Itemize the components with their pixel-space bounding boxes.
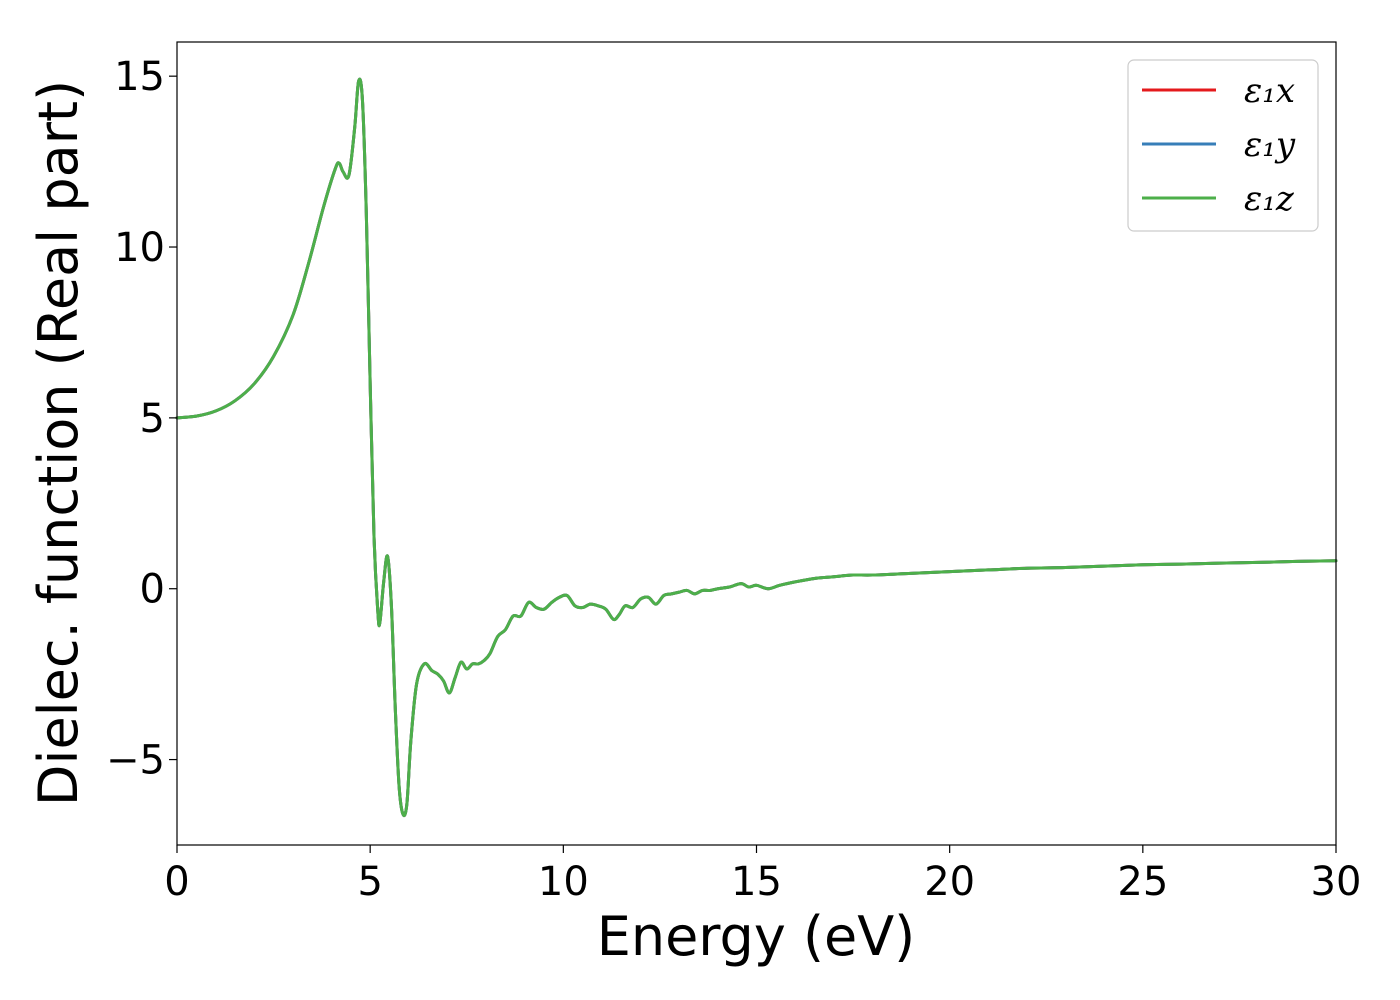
series-line-3: [175, 77, 1338, 818]
x-tick-label: 10: [538, 859, 589, 905]
y-tick-label: 0: [140, 567, 165, 613]
legend-label: ε₁y: [1244, 125, 1296, 165]
y-tick-label: −5: [106, 738, 165, 784]
y-tick-label: 5: [140, 396, 165, 442]
legend: ε₁x ε₁y ε₁z: [1127, 59, 1319, 232]
legend-label: ε₁x: [1244, 71, 1295, 111]
y-axis-ticks: −5 0 5 10 15: [106, 54, 177, 784]
legend-label: ε₁z: [1244, 179, 1295, 219]
legend-frame: [1127, 59, 1319, 232]
y-tick-label: 10: [114, 225, 165, 271]
x-tick-label: 30: [1311, 859, 1362, 905]
x-axis-ticks: 0 5 10 15 20 25 30: [164, 845, 1361, 905]
x-tick-label: 0: [164, 859, 189, 905]
y-tick-label: 15: [114, 54, 165, 100]
x-axis-label: Energy (eV): [597, 905, 916, 968]
x-tick-label: 20: [924, 859, 975, 905]
x-tick-label: 25: [1117, 859, 1168, 905]
x-tick-label: 5: [357, 859, 382, 905]
x-tick-label: 15: [731, 859, 782, 905]
y-axis-label: Dielec. function (Real part): [27, 80, 90, 806]
series-layer: [175, 77, 1338, 818]
